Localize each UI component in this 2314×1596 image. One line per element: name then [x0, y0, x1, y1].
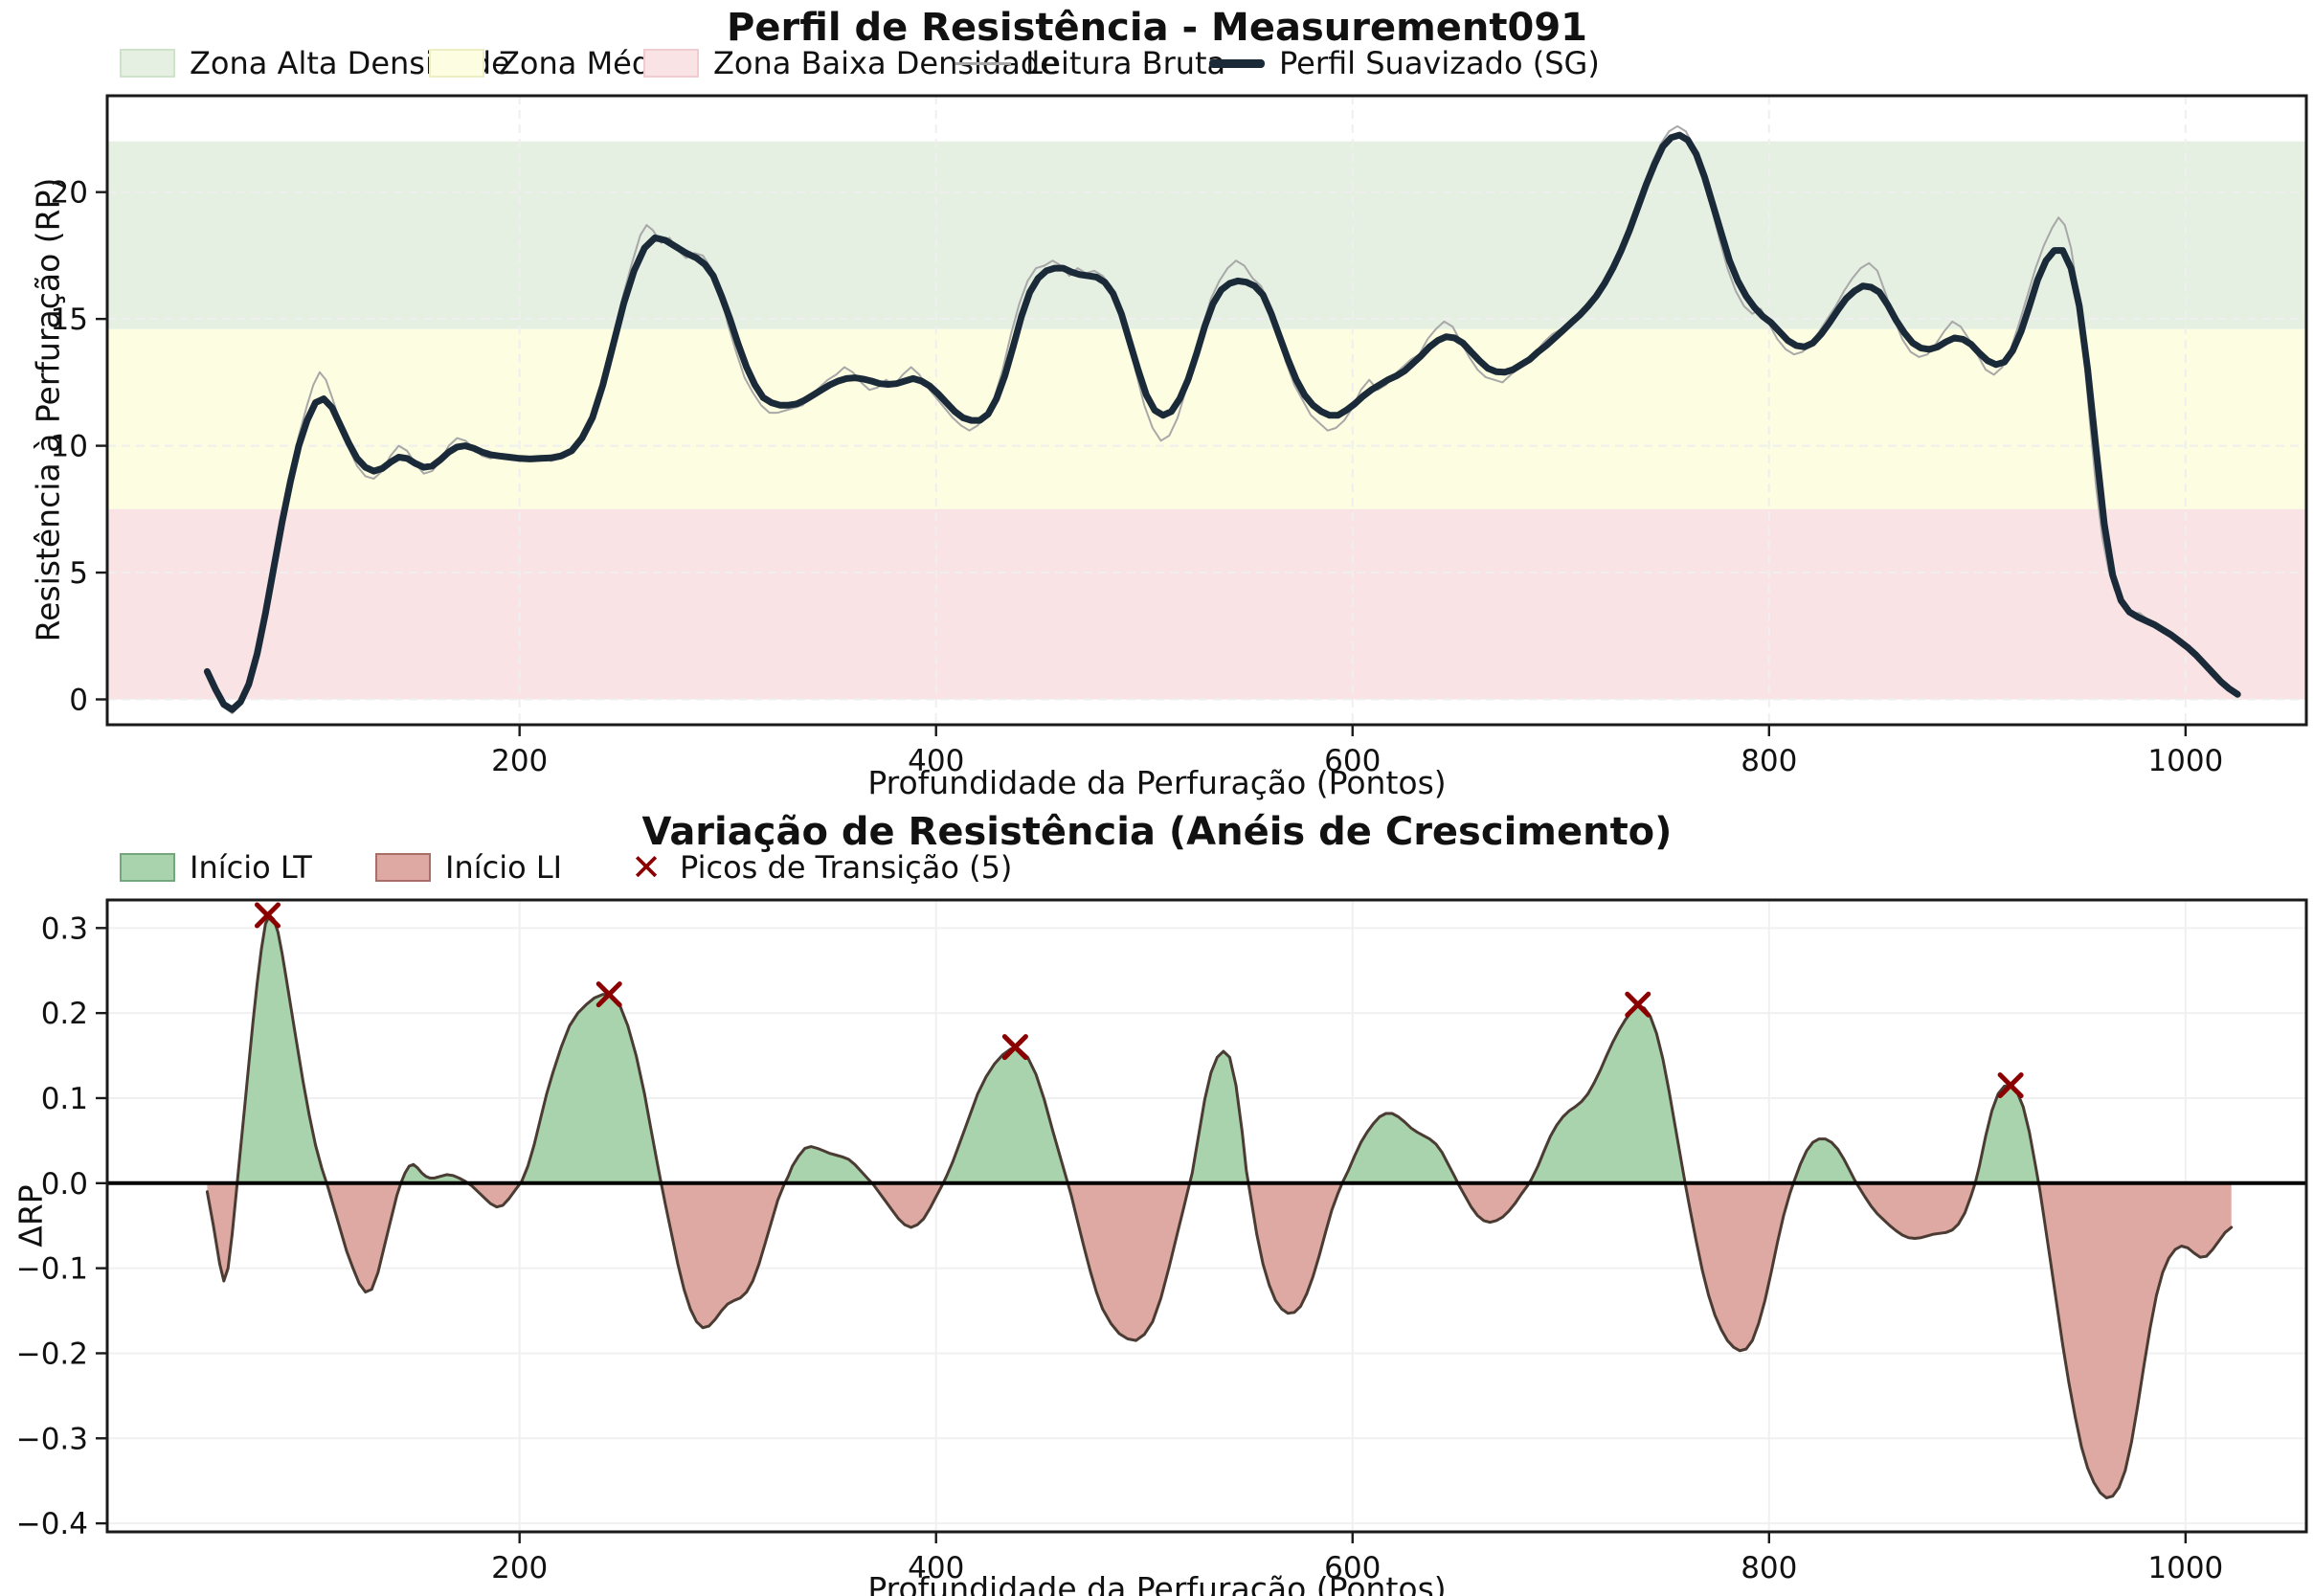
svg-text:0.2: 0.2 [41, 997, 88, 1031]
inicio-li-swatch [375, 853, 431, 882]
transition-peak-marker [1625, 991, 1651, 1018]
zona-baixa-densidade-swatch [643, 49, 699, 78]
svg-text:20: 20 [51, 176, 88, 211]
svg-text:−0.2: −0.2 [16, 1337, 88, 1371]
legend-label: Picos de Transição (5) [680, 849, 1013, 886]
svg-text:5: 5 [69, 556, 88, 591]
zona-alta-densidade-swatch [120, 49, 175, 78]
svg-text:600: 600 [1324, 744, 1381, 778]
leitura-bruta-swatch [955, 61, 1011, 65]
svg-text:0: 0 [69, 684, 88, 718]
bottom-chart-title: Variação de Resistência (Anéis de Cresci… [641, 810, 1673, 854]
svg-text:800: 800 [1741, 1551, 1797, 1585]
svg-text:400: 400 [908, 1551, 964, 1585]
legend-item-leitura-bruta: Leitura Bruta [955, 44, 1225, 82]
transition-peak-marker [1001, 1034, 1028, 1061]
inicio-lt-swatch [120, 853, 175, 882]
svg-text:400: 400 [908, 744, 964, 778]
zona-media-swatch [429, 49, 484, 78]
transition-peak-marker [595, 981, 622, 1008]
legend-item-inicio-li: Início LI [375, 848, 562, 887]
top-chart-title: Perfil de Resistência - Measurement091 [727, 6, 1587, 50]
svg-text:0.3: 0.3 [41, 911, 88, 946]
svg-text:−0.4: −0.4 [16, 1507, 88, 1541]
svg-text:600: 600 [1324, 1551, 1381, 1585]
legend-label: Início LI [445, 849, 563, 886]
svg-text:800: 800 [1741, 744, 1797, 778]
svg-text:0.0: 0.0 [41, 1167, 88, 1202]
svg-text:1000: 1000 [2147, 744, 2223, 778]
legend-item-inicio-lt: Início LT [120, 848, 312, 887]
svg-text:15: 15 [51, 303, 88, 337]
legend-item-picos-transicao: ✕ Picos de Transição (5) [627, 848, 1012, 887]
x-marker-icon: ✕ [631, 846, 662, 888]
perfil-suavizado-swatch [1209, 58, 1265, 68]
svg-text:200: 200 [491, 744, 548, 778]
transition-peak-marker [1997, 1072, 2024, 1099]
legend-item-perfil-suavizado: Perfil Suavizado (SG) [1209, 44, 1600, 82]
legend-label: Início LT [190, 849, 312, 886]
transition-peak-marker [254, 902, 281, 929]
bottom-x-axis-label: Profundidade da Perfuração (Pontos) [867, 1570, 1447, 1596]
svg-text:−0.3: −0.3 [16, 1422, 88, 1456]
legend-label: Perfil Suavizado (SG) [1279, 45, 1600, 81]
svg-text:200: 200 [491, 1551, 548, 1585]
svg-text:1000: 1000 [2147, 1551, 2223, 1585]
svg-text:−0.1: −0.1 [16, 1252, 88, 1287]
svg-text:0.1: 0.1 [41, 1082, 88, 1116]
top-x-axis-label: Profundidade da Perfuração (Pontos) [867, 764, 1447, 801]
legend-label: Leitura Bruta [1025, 45, 1226, 81]
svg-text:10: 10 [51, 430, 88, 464]
